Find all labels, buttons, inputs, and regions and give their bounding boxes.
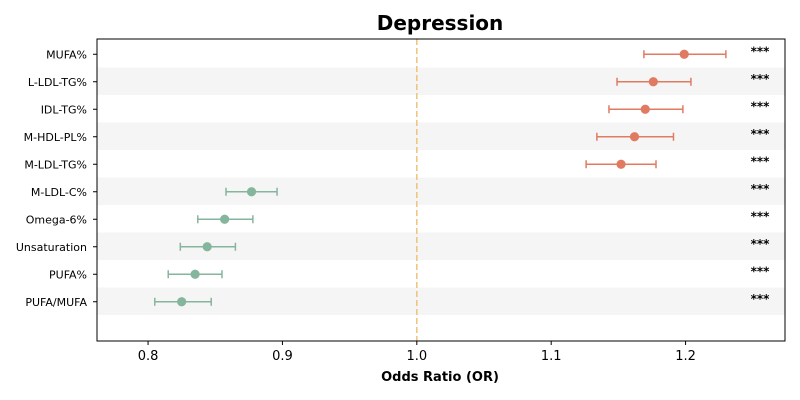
significance-label: *** bbox=[751, 237, 771, 251]
y-tick-label: Omega-6% bbox=[26, 213, 87, 226]
x-tick-label: 1.1 bbox=[541, 349, 562, 364]
y-tick-label: PUFA/MUFA bbox=[25, 296, 87, 309]
odds-ratio-point bbox=[190, 269, 200, 279]
y-tick-label: IDL-TG% bbox=[41, 103, 87, 116]
y-tick-label: Unsaturation bbox=[16, 241, 87, 254]
y-tick-label: MUFA% bbox=[46, 48, 87, 61]
y-tick-label: M-LDL-C% bbox=[31, 186, 87, 199]
row-stripe bbox=[97, 122, 785, 150]
x-tick-label: 1.0 bbox=[406, 349, 427, 364]
significance-label: *** bbox=[751, 264, 771, 278]
row-stripe bbox=[97, 177, 785, 205]
x-axis: 0.8 0.9 1.0 1.1 1.2 bbox=[138, 341, 696, 364]
odds-ratio-point bbox=[202, 242, 212, 252]
x-axis-label: Odds Ratio (OR) bbox=[381, 370, 499, 385]
odds-ratio-point bbox=[220, 214, 230, 224]
odds-ratio-point bbox=[177, 297, 187, 307]
y-axis: MUFA% L-LDL-TG% IDL-TG% M-HDL-PL% M-LDL-TG% M… bbox=[16, 48, 97, 309]
x-tick-label: 0.8 bbox=[138, 349, 159, 364]
odds-ratio-point bbox=[679, 49, 689, 59]
odds-ratio-point bbox=[616, 159, 626, 169]
significance-label: *** bbox=[751, 72, 771, 86]
significance-label: *** bbox=[751, 127, 771, 141]
significance-label: *** bbox=[751, 292, 771, 306]
significance-label: *** bbox=[751, 209, 771, 223]
odds-ratio-point bbox=[629, 132, 640, 142]
odds-ratio-point bbox=[648, 77, 658, 87]
row-stripes bbox=[97, 67, 785, 315]
significance-label: *** bbox=[751, 44, 771, 58]
y-tick-label: L-LDL-TG% bbox=[28, 76, 87, 89]
odds-ratio-point bbox=[640, 104, 650, 114]
y-tick-label: PUFA% bbox=[49, 268, 87, 281]
odds-ratio-point bbox=[246, 187, 257, 197]
chart-title: Depression bbox=[377, 11, 504, 35]
x-tick-label: 0.9 bbox=[272, 349, 293, 364]
forest-marks: *** *** *** *** *** *** *** *** *** *** bbox=[154, 44, 771, 307]
significance-label: *** bbox=[751, 99, 771, 113]
significance-label: *** bbox=[751, 182, 771, 196]
significance-label: *** bbox=[751, 154, 771, 168]
y-tick-label: M-LDL-TG% bbox=[24, 158, 87, 171]
x-tick-label: 1.2 bbox=[675, 349, 696, 364]
plot-frame bbox=[96, 38, 786, 342]
y-tick-label: M-HDL-PL% bbox=[24, 131, 87, 144]
